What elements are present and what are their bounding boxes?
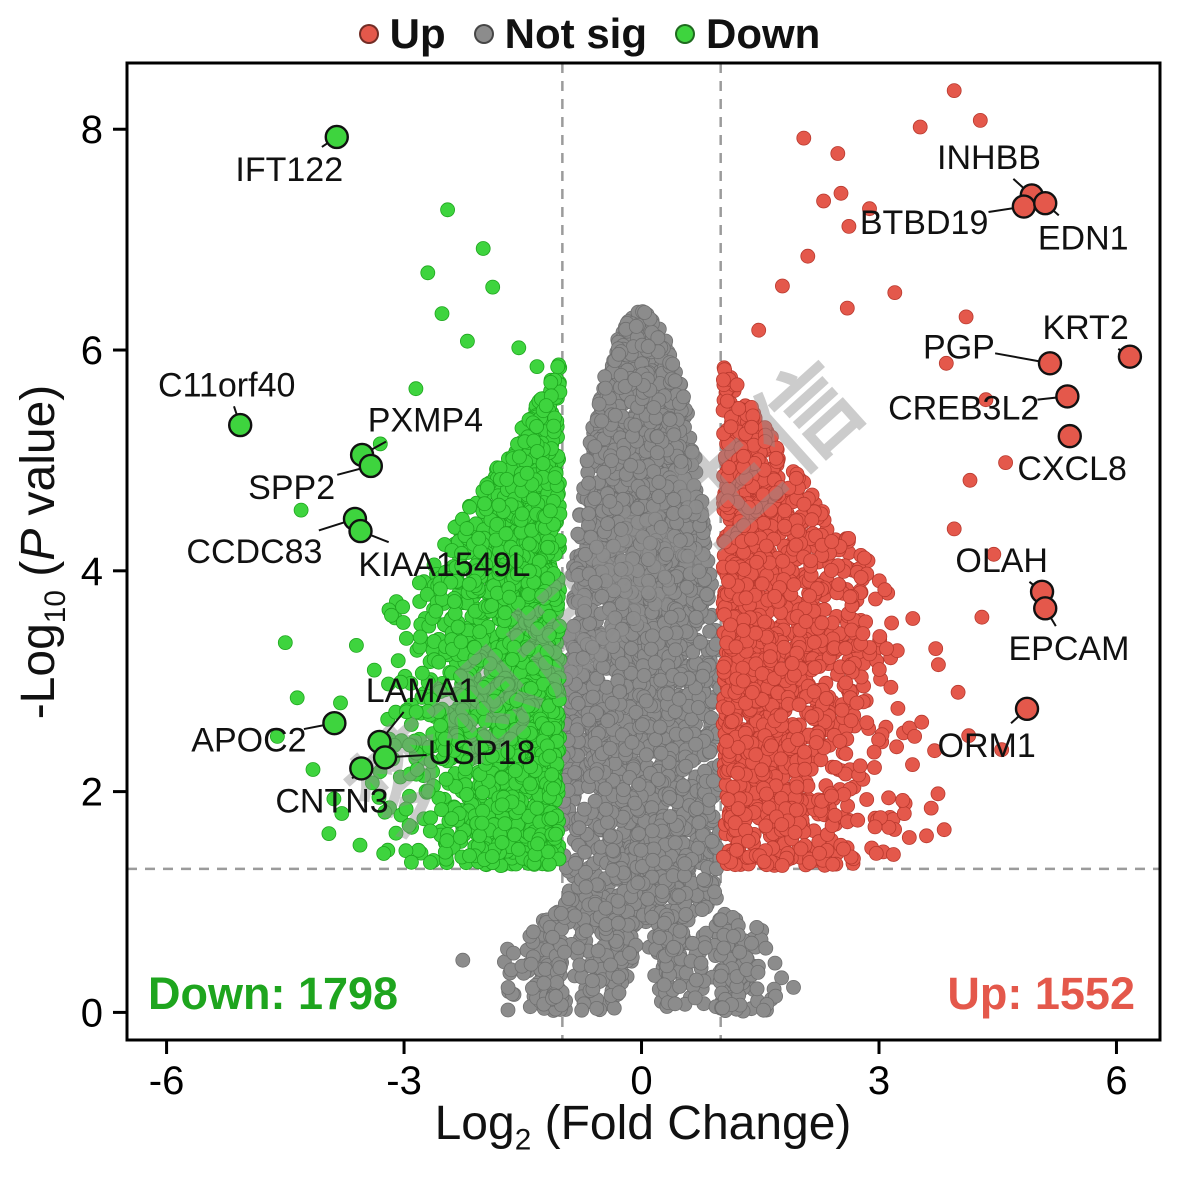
gene-point [227,412,253,438]
y-tick-label: 8 [81,108,103,152]
legend-label-up: Up [389,10,446,57]
gene-label: APOC2 [191,722,306,760]
y-tick-label: 6 [81,329,103,373]
gene-point [1055,384,1080,409]
gene-label: EDN1 [1038,219,1129,257]
gene-label: C11orf40 [158,366,295,404]
gene-label: IFT122 [235,151,343,189]
legend-dot-not-sig-icon [473,24,494,44]
gene-label: INHBB [937,139,1041,177]
gene-point [349,756,374,781]
gene-label: BTBD19 [860,204,989,242]
gene-label: ORM1 [938,727,1036,765]
x-tick-label: -3 [386,1059,422,1103]
legend-item-not-sig: Not sig [473,10,647,58]
x-tick-label: -6 [149,1059,185,1103]
gene-label: CNTN3 [275,782,388,820]
gene-label: CREB3L2 [888,389,1039,427]
y-tick-label: 2 [81,771,103,815]
gene-point [348,518,373,544]
gene-point [358,453,384,479]
gene-point [1057,423,1082,449]
y-tick-label: 0 [81,991,103,1035]
gene-label: PGP [923,329,995,367]
points-down [269,202,568,873]
legend-dot-up-icon [358,24,379,44]
legend-item-up: Up [358,10,446,58]
gene-point [322,710,347,736]
gene-annotations: IFT122 C11orf40 PXMP4 SPP2 CCDC83 KIAA1549L LA… [158,124,1143,820]
gene-label: EPCAM [1009,630,1130,668]
gene-point [1117,344,1143,369]
gene-point [1011,194,1037,219]
axis-tick-labels: -6 -3 0 3 6 0 2 4 6 8 [81,108,1128,1103]
gene-point [324,124,349,150]
gene-label: PXMP4 [368,402,483,440]
gene-point [1033,596,1058,621]
legend-item-down: Down [675,10,820,58]
points-up [715,83,1013,873]
down-count-label: Down: 1798 [148,968,399,1019]
gene-label: CCDC83 [186,533,322,571]
gene-label: KRT2 [1042,309,1128,347]
gene-label: OLAH [955,542,1048,580]
gene-label: SPP2 [248,469,335,507]
up-count-label: Up: 1552 [947,968,1135,1019]
gene-label: KIAA1549L [358,546,530,584]
gene-label: CXCL8 [1017,450,1127,488]
x-axis-title: Log2 (Fold Change) [434,1097,852,1157]
points-not-sig [455,304,801,1019]
legend-label-down: Down [706,10,821,57]
gene-point [1033,191,1058,216]
legend-label-not-sig: Not sig [504,10,647,57]
axis-ticks [113,127,1118,1054]
x-tick-label: 6 [1105,1059,1127,1103]
gene-label: USP18 [428,734,536,772]
gene-point [1014,696,1040,722]
x-tick-label: 3 [868,1059,890,1103]
x-tick-label: 0 [630,1059,652,1103]
plot-border [125,61,1162,1042]
y-tick-label: 4 [81,550,103,594]
gene-point [1037,351,1063,376]
y-axis-title: -Log10 (P value) [12,384,72,720]
legend: Up Not sig Down [0,10,1179,58]
gene-label: LAMA1 [366,672,478,710]
gene-point [372,745,398,770]
legend-dot-down-icon [675,24,695,44]
